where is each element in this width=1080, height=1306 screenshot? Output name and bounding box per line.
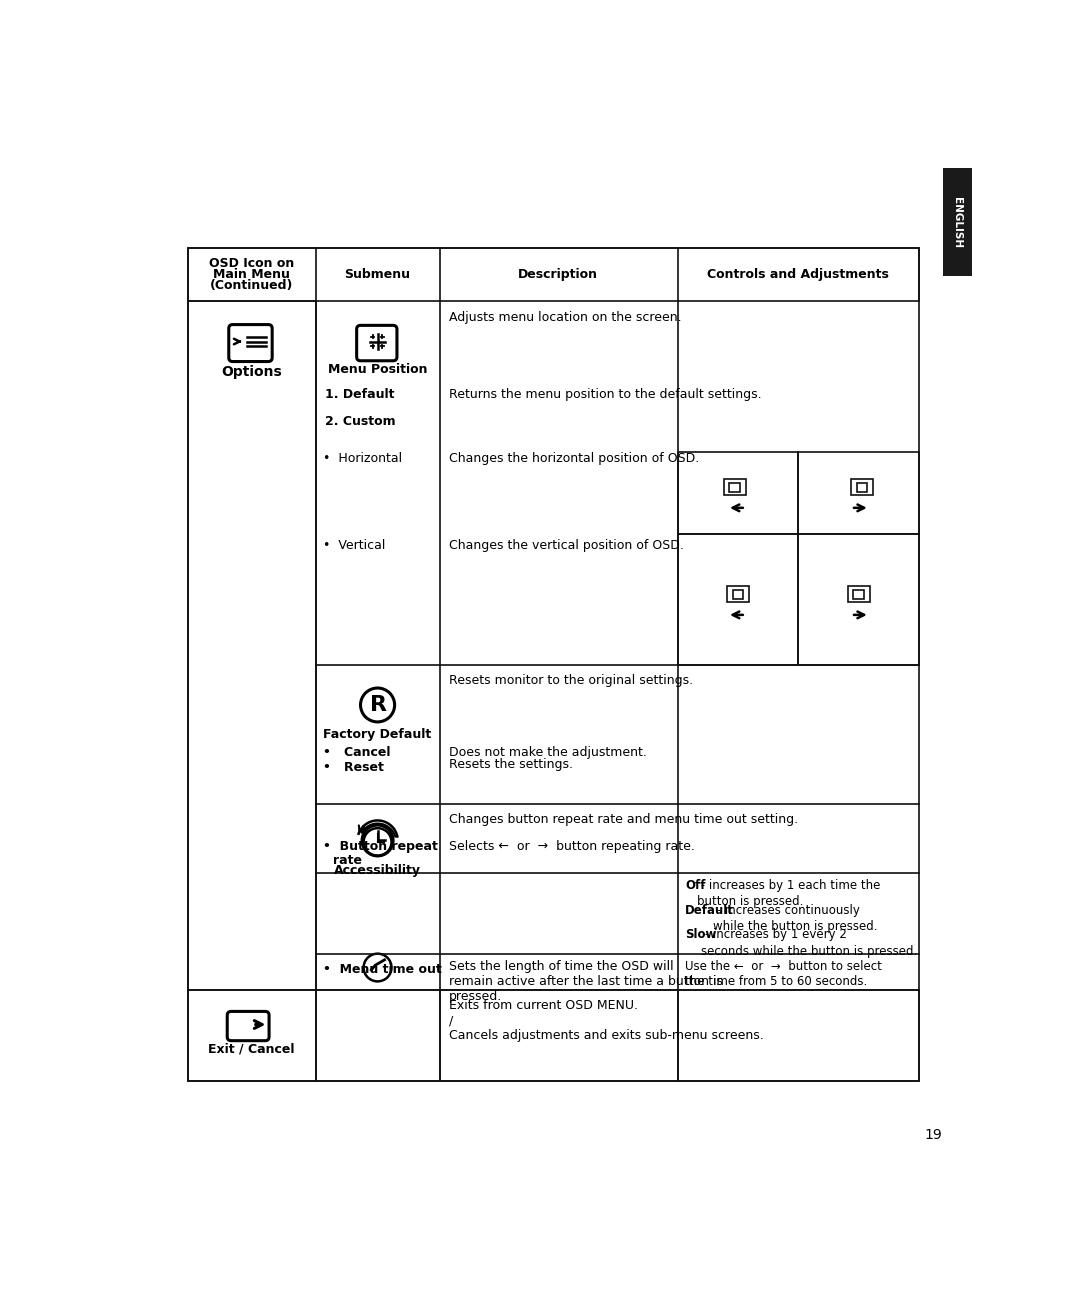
Text: (Continued): (Continued) [210, 278, 293, 291]
Text: Use the ←  or  →  button to select
the time from 5 to 60 seconds.: Use the ← or → button to select the time… [685, 960, 882, 987]
Bar [853, 590, 864, 598]
Text: Returns the menu position to the default settings.: Returns the menu position to the default… [449, 388, 761, 401]
Text: Resets monitor to the original settings.: Resets monitor to the original settings. [449, 674, 693, 687]
Text: Changes the horizontal position of OSD.: Changes the horizontal position of OSD. [449, 452, 699, 465]
Text: Changes button repeat rate and menu time out setting.: Changes button repeat rate and menu time… [449, 812, 798, 825]
Text: Does not make the adjustment.: Does not make the adjustment. [449, 746, 647, 759]
Text: - increases by 1 every 2
seconds while the button is pressed.: - increases by 1 every 2 seconds while t… [701, 929, 918, 957]
Text: Controls and Adjustments: Controls and Adjustments [707, 268, 889, 281]
Text: Exits from current OSD MENU.
/
Cancels adjustments and exits sub-menu screens.: Exits from current OSD MENU. / Cancels a… [449, 999, 764, 1042]
Text: •  Menu time out: • Menu time out [323, 963, 442, 976]
Bar [724, 478, 745, 495]
Text: Sets the length of time the OSD will
remain active after the last time a button : Sets the length of time the OSD will rem… [449, 960, 723, 1003]
Text: •   Reset: • Reset [323, 761, 384, 774]
Text: •   Cancel: • Cancel [323, 746, 391, 759]
Bar [188, 248, 919, 302]
Bar [848, 585, 869, 602]
Bar [315, 990, 440, 1081]
Text: OSD Icon on: OSD Icon on [208, 257, 294, 270]
Text: rate: rate [333, 854, 362, 867]
Text: •  Button repeat: • Button repeat [323, 841, 438, 854]
Bar [729, 483, 740, 491]
Text: ENGLISH: ENGLISH [953, 197, 962, 248]
Text: Exit / Cancel: Exit / Cancel [208, 1043, 295, 1057]
Text: Options: Options [221, 364, 282, 379]
Bar [856, 483, 867, 491]
Text: Changes the vertical position of OSD.: Changes the vertical position of OSD. [449, 538, 684, 551]
Text: Menu Position: Menu Position [328, 363, 428, 376]
Bar [798, 534, 919, 665]
Bar [943, 168, 972, 276]
Text: •  Vertical: • Vertical [323, 538, 386, 551]
Text: Factory Default: Factory Default [323, 727, 432, 741]
Text: Accessibility: Accessibility [334, 863, 421, 876]
Text: •  Horizontal: • Horizontal [323, 452, 403, 465]
Text: Submenu: Submenu [345, 268, 410, 281]
Text: - increases by 1 each time the
button is pressed.: - increases by 1 each time the button is… [698, 879, 880, 909]
Text: 2. Custom: 2. Custom [325, 415, 395, 428]
Bar [677, 534, 798, 665]
Bar [732, 590, 743, 598]
Text: R: R [369, 695, 387, 714]
Text: Description: Description [518, 268, 598, 281]
Bar [677, 452, 798, 534]
Bar [727, 585, 748, 602]
Text: Main Menu: Main Menu [213, 268, 289, 281]
Bar [677, 990, 919, 1081]
Bar [798, 452, 919, 534]
Bar [188, 248, 919, 1081]
Bar [188, 302, 315, 990]
Text: Adjusts menu location on the screen.: Adjusts menu location on the screen. [449, 311, 681, 324]
Bar [851, 478, 873, 495]
Text: Slow: Slow [685, 929, 717, 942]
Bar [188, 990, 315, 1081]
Text: 1. Default: 1. Default [325, 388, 394, 401]
Bar [440, 990, 677, 1081]
Text: Resets the settings.: Resets the settings. [449, 757, 572, 771]
Text: Default: Default [685, 904, 734, 917]
Text: 19: 19 [924, 1128, 943, 1143]
Text: Off: Off [685, 879, 705, 892]
Text: - increases continuously
while the button is pressed.: - increases continuously while the butto… [714, 904, 878, 932]
Text: Selects ←  or  →  button repeating rate.: Selects ← or → button repeating rate. [449, 841, 694, 854]
